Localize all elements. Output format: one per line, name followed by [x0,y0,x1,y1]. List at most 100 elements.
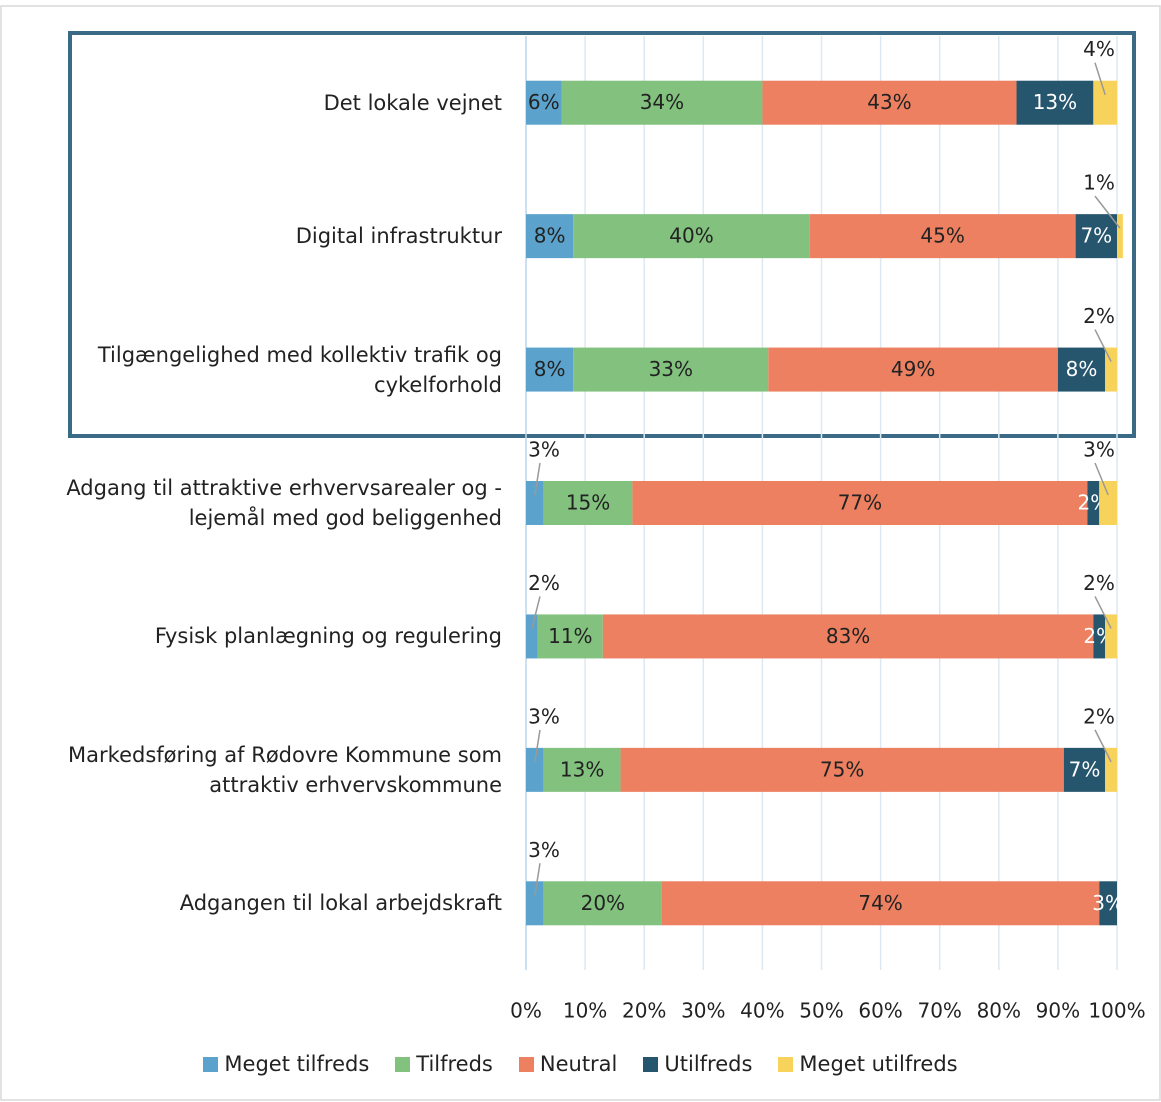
x-tick-label: 90% [1036,999,1080,1023]
legend-label: Tilfreds [416,1052,493,1076]
data-label: 3% [1092,891,1124,915]
category-label: Markedsføring af Rødovre Kommune som att… [68,742,502,797]
bar-segment [1117,214,1123,259]
bar-segment [526,481,544,525]
data-label: 34% [640,90,684,114]
data-label: 7% [1069,757,1101,781]
leader-line [1094,729,1112,763]
x-tick-label: 20% [622,999,666,1023]
legend-label: Utilfreds [664,1052,753,1076]
data-label: 2% [528,571,560,595]
bar-segment [1075,214,1117,259]
x-tick-label: 40% [740,999,784,1023]
data-label: 2% [1083,304,1115,328]
data-label: 13% [560,757,604,781]
legend-swatch [203,1056,219,1072]
leader-line [1094,329,1112,362]
data-label: 8% [534,224,566,248]
bar-segment [632,481,1088,525]
data-label: 83% [826,624,870,648]
bar-segment [561,80,763,125]
x-tick-label: 100% [1088,999,1145,1023]
x-tick-label: 10% [563,999,607,1023]
bar-segment [573,214,810,259]
data-label: 40% [669,224,713,248]
data-label: 3% [1083,438,1115,462]
bar-segment [526,614,538,659]
bar-segment [1105,614,1117,659]
x-tick-label: 30% [681,999,725,1023]
legend-item: Utilfreds [643,1052,752,1076]
data-label: 13% [1033,90,1077,114]
bar-segment [1099,481,1117,525]
leader-line [1094,596,1112,629]
bar-segment [1093,80,1117,125]
x-tick-label: 60% [858,999,902,1023]
data-label: 33% [649,357,693,381]
highlight-box [68,31,1136,438]
legend-label: Meget utilfreds [799,1052,958,1076]
bar-segment [1087,481,1100,525]
legend-label: Neutral [539,1052,618,1076]
data-label: 2% [1083,571,1115,595]
bar-segment [1105,747,1117,792]
category-label: Digital infrastruktur [295,224,502,249]
bar-segment [1016,80,1094,125]
bar-segment [602,614,1094,659]
leader-line [534,863,541,896]
bar-segment [1063,747,1106,792]
data-label: 3% [528,704,560,728]
leader-line [1094,195,1121,229]
bar-segment [543,881,662,926]
x-tick-label: 80% [977,999,1021,1023]
x-tick-label: 0% [510,999,542,1023]
bar-segment [768,347,1058,392]
legend-swatch [518,1056,534,1072]
data-label: 20% [581,891,625,915]
data-label: 15% [566,491,610,515]
bar-segment [526,747,544,792]
data-label: 11% [548,624,592,648]
bar-segment [537,614,603,659]
chart-border [0,5,1161,1101]
category-label: Tilgængelighed med kollektiv trafik og c… [97,342,502,397]
bar-segment [762,80,1017,125]
data-label: 74% [858,891,902,915]
bar-segment [661,881,1100,926]
leader-line [534,729,541,762]
data-label: 75% [820,757,864,781]
category-label: Det lokale vejnet [323,90,502,115]
bar-segment [620,747,1064,792]
data-label: 3% [528,438,560,462]
data-label: 8% [534,357,566,381]
data-label: 6% [528,90,560,114]
legend-swatch [778,1056,794,1072]
legend-item: Meget tilfreds [203,1052,369,1076]
bar-segment [809,214,1076,259]
data-label: 77% [838,491,882,515]
legend-item: Meget utilfreds [778,1052,958,1076]
bar-segment [543,481,633,525]
data-label: 43% [867,90,911,114]
bar-segment [573,347,769,392]
bar-segment [1099,881,1117,926]
x-tick-label: 70% [917,999,961,1023]
bar-segment [1093,614,1106,659]
bar-segment [526,214,574,259]
bar-segment [526,881,544,926]
data-label: 8% [1066,357,1098,381]
legend-item: Tilfreds [395,1052,493,1076]
data-label: 4% [1083,37,1115,61]
legend-item: Neutral [518,1052,618,1076]
x-tick-label: 50% [799,999,843,1023]
bar-segment [1057,347,1106,392]
bar-segment [1105,347,1117,392]
bar-segment [526,80,562,125]
leader-line [531,596,541,629]
data-label: 1% [1083,171,1115,195]
data-label: 49% [891,357,935,381]
leader-line [1094,462,1109,496]
category-label: Fysisk planlægning og regulering [154,624,502,649]
